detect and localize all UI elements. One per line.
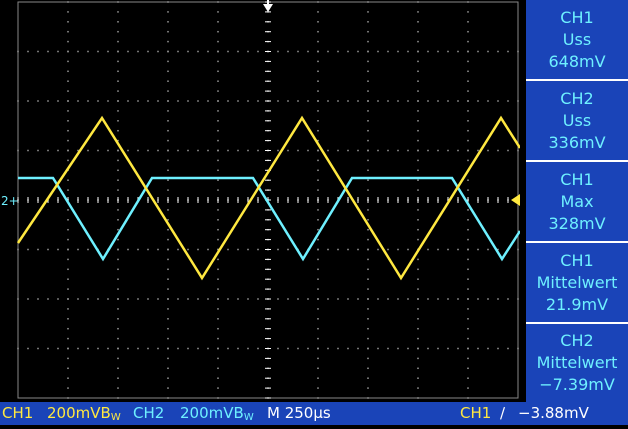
- trigger-position-marker: [263, 4, 273, 12]
- measurement-panel: CH1 Uss 648mV CH2 Uss 336mV CH1 Max 328m…: [526, 0, 628, 402]
- ch1-label: CH1: [2, 404, 34, 422]
- ch2-bw-sub: W: [243, 412, 254, 423]
- ch2-ground-marker: 2+: [1, 194, 19, 208]
- ch1-waveform: [16, 115, 520, 281]
- measurement-4[interactable]: CH1 Mittelwert 21.9mV: [526, 243, 628, 324]
- measurement-channel: CH2: [560, 331, 594, 350]
- ch2-scale-value: 200mV: [180, 404, 234, 422]
- measurement-value: 328mV: [548, 213, 606, 233]
- ch1-bw-sub: W: [110, 412, 121, 423]
- measurement-channel: CH2: [560, 88, 594, 108]
- measurement-1[interactable]: CH1 Uss 648mV: [526, 0, 628, 81]
- measurement-label: Mittelwert: [536, 353, 618, 372]
- measurement-channel: CH1: [560, 169, 594, 189]
- measurement-5[interactable]: CH2 Mittelwert −7.39mV: [526, 324, 628, 402]
- graticule: [17, 1, 519, 399]
- trigger-level[interactable]: −3.88mV: [518, 404, 589, 422]
- ch1-scale: 200mVBW: [47, 402, 121, 429]
- measurement-2[interactable]: CH2 Uss 336mV: [526, 81, 628, 162]
- measurement-channel: CH1: [560, 7, 594, 27]
- measurement-label: Uss: [562, 29, 592, 49]
- timebase[interactable]: M 250µs: [267, 404, 331, 422]
- ch2-waveform: [18, 176, 520, 262]
- ch1-scale-value: 200mV: [47, 404, 101, 422]
- trigger-source[interactable]: CH1: [460, 404, 492, 422]
- measurement-value: −7.39mV: [539, 375, 615, 394]
- measurement-label: Uss: [562, 110, 592, 130]
- plot-background: [0, 0, 520, 402]
- measurement-3[interactable]: CH1 Max 328mV: [526, 162, 628, 243]
- measurement-value: 336mV: [548, 132, 606, 152]
- trigger-slope-icon: ∕: [500, 404, 506, 422]
- ch2-label: CH2: [133, 404, 165, 422]
- trigger-level-marker: [511, 194, 520, 206]
- ch2-status[interactable]: CH2: [133, 402, 164, 425]
- ch1-bw-limit: B: [100, 404, 111, 422]
- ch1-status[interactable]: CH1: [2, 402, 33, 425]
- measurement-value: 21.9mV: [545, 294, 609, 314]
- measurement-label: Max: [560, 191, 594, 211]
- measurement-channel: CH1: [560, 250, 594, 270]
- measurement-label: Mittelwert: [536, 272, 618, 292]
- ch2-bw-limit: B: [233, 404, 244, 422]
- status-bar: CH1 200mVBW CH2 200mVBW M 250µs CH1 ∕ −3…: [0, 402, 628, 425]
- scope-display: 2+: [0, 0, 520, 402]
- measurement-value: 648mV: [548, 51, 606, 71]
- waveform-plot: 2+: [0, 0, 520, 402]
- ch2-scale: 200mVBW: [180, 402, 254, 429]
